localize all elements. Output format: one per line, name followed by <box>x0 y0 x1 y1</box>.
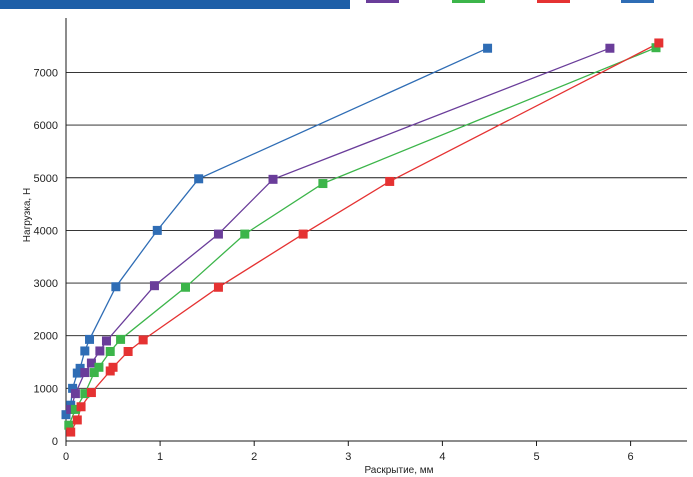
series-4-point-2 <box>72 415 82 425</box>
series-1-point-9 <box>152 225 162 235</box>
series-2-point-8 <box>213 229 223 239</box>
series-1-point-5 <box>75 363 85 373</box>
series-4-point-12 <box>654 38 664 48</box>
x-tick-label-6: 6 <box>628 451 634 463</box>
series-3-point-5 <box>94 362 104 372</box>
series-1-point-10 <box>194 174 204 184</box>
tick-labels: 0 1000 2000 3000 4000 5000 6000 7000 0 1 2 3 4 5 6 <box>34 67 634 463</box>
plot-area <box>61 38 664 437</box>
x-axis-label: Раскрытие, мм <box>364 465 433 476</box>
series-2-point-6 <box>101 336 111 346</box>
x-tick-label-3: 3 <box>345 451 351 463</box>
series-4-point-7 <box>123 346 133 356</box>
x-tick-label-0: 0 <box>63 451 69 463</box>
legend-header-bar <box>0 0 350 9</box>
series-4-point-11 <box>385 176 395 186</box>
series-4-point-4 <box>86 388 96 398</box>
series-3-point-4 <box>89 368 99 378</box>
gridlines <box>66 71 687 389</box>
y-tick-label-5: 5000 <box>34 173 58 185</box>
series-1-point-1 <box>61 410 71 420</box>
x-tick-label-4: 4 <box>439 451 445 463</box>
series-line-1 <box>65 47 488 415</box>
y-tick-label-0: 0 <box>52 436 58 448</box>
series-3-point-2 <box>70 404 80 414</box>
series-4-point-9 <box>213 282 223 292</box>
series-4-point-1 <box>66 427 76 437</box>
legend <box>0 0 654 9</box>
series-4-point-10 <box>298 229 308 239</box>
series-4-point-3 <box>76 402 86 412</box>
axes <box>65 18 687 446</box>
series-1-point-7 <box>85 334 95 344</box>
y-tick-label-3: 3000 <box>34 278 58 290</box>
series-1-point-4 <box>72 368 82 378</box>
series-3-point-9 <box>240 229 250 239</box>
legend-swatch-2 <box>452 0 485 3</box>
x-tick-label-1: 1 <box>157 451 163 463</box>
series-2-point-7 <box>149 281 159 291</box>
series-1-point-11 <box>483 43 493 53</box>
y-axis-label: Нагрузка, Н <box>22 188 33 242</box>
series-line-2 <box>70 47 611 410</box>
series-1-point-8 <box>111 282 121 292</box>
series-1-point-6 <box>80 346 90 356</box>
x-tick-label-2: 2 <box>251 451 257 463</box>
series-2-point-4 <box>86 358 96 368</box>
series-2-point-5 <box>95 346 105 356</box>
y-tick-label-4: 4000 <box>34 225 58 237</box>
series-2-point-3 <box>80 368 90 378</box>
y-tick-label-6: 6000 <box>34 120 58 132</box>
series-1-point-3 <box>68 383 78 393</box>
series-2-point-2 <box>70 389 80 399</box>
y-tick-label-2: 2000 <box>34 331 58 343</box>
legend-swatch-1 <box>366 0 399 3</box>
series-3-point-7 <box>116 334 126 344</box>
series-2-point-1 <box>66 404 76 414</box>
x-tick-label-5: 5 <box>533 451 539 463</box>
series-3-point-10 <box>318 179 328 189</box>
legend-swatch-3 <box>537 0 570 3</box>
y-tick-label-1: 1000 <box>34 383 58 395</box>
y-tick-label-7: 7000 <box>34 67 58 79</box>
series-3-point-1 <box>64 420 74 430</box>
series-3-point-11 <box>651 43 661 53</box>
legend-swatch-4 <box>621 0 654 3</box>
series-3-point-8 <box>181 282 191 292</box>
series-3-point-6 <box>105 346 115 356</box>
series-2-point-9 <box>268 174 278 184</box>
series-4-point-8 <box>138 335 148 345</box>
series-3-point-3 <box>80 389 90 399</box>
series-4-point-6 <box>108 362 118 372</box>
series-line-4 <box>70 42 660 433</box>
series-2-point-10 <box>605 43 615 53</box>
